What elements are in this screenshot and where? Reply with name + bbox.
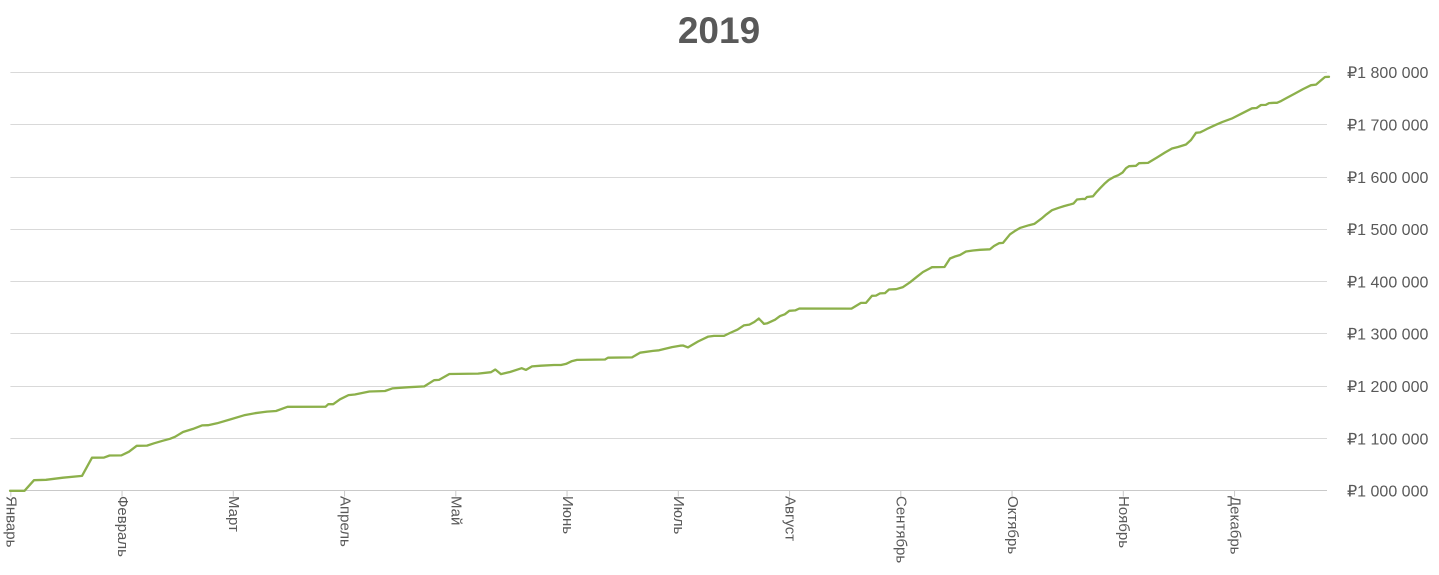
svg-text:Октябрь: Октябрь bbox=[1004, 496, 1021, 554]
svg-text:Август: Август bbox=[781, 496, 798, 541]
svg-text:Июль: Июль bbox=[670, 496, 687, 534]
svg-text:Май: Май bbox=[448, 496, 465, 525]
svg-text:Сентябрь: Сентябрь bbox=[893, 496, 910, 563]
svg-text:₽1 800 000: ₽1 800 000 bbox=[1347, 65, 1428, 82]
svg-text:Декабрь: Декабрь bbox=[1226, 496, 1243, 555]
svg-text:Март: Март bbox=[225, 496, 242, 532]
svg-text:₽1 400 000: ₽1 400 000 bbox=[1347, 274, 1428, 291]
svg-text:Апрель: Апрель bbox=[336, 496, 353, 547]
svg-text:₽1 300 000: ₽1 300 000 bbox=[1347, 327, 1428, 344]
svg-text:₽1 600 000: ₽1 600 000 bbox=[1347, 170, 1428, 187]
svg-text:₽1 000 000: ₽1 000 000 bbox=[1347, 484, 1428, 501]
svg-text:Июнь: Июнь bbox=[559, 496, 576, 534]
svg-text:Ноябрь: Ноябрь bbox=[1115, 496, 1132, 548]
svg-text:Январь: Январь bbox=[3, 496, 20, 548]
svg-text:₽1 100 000: ₽1 100 000 bbox=[1347, 431, 1428, 448]
svg-text:₽1 700 000: ₽1 700 000 bbox=[1347, 118, 1428, 135]
svg-text:2019: 2019 bbox=[678, 10, 760, 51]
svg-text:Февраль: Февраль bbox=[114, 496, 131, 557]
svg-text:₽1 500 000: ₽1 500 000 bbox=[1347, 222, 1428, 239]
svg-text:₽1 200 000: ₽1 200 000 bbox=[1347, 379, 1428, 396]
